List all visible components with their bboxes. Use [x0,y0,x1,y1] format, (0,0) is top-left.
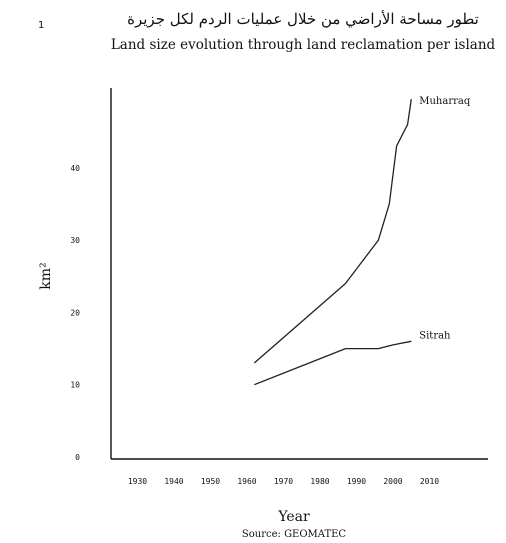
series-labels: Muharraq Sitrah [419,96,471,341]
y-tick-label: 30 [70,236,80,245]
x-tick-labels: 1930 1940 1950 1960 1970 1980 1990 2000 2010 [128,477,439,486]
x-tick-label: 1980 [310,477,329,486]
x-tick-label: 1970 [274,477,293,486]
series-label-muharraq: Muharraq [419,96,471,107]
y-tick-labels: 0 10 20 30 40 [70,164,80,462]
y-tick-label: 10 [70,381,80,390]
x-tick-label: 2000 [383,477,402,486]
x-axis-label: Year [277,509,310,525]
x-tick-label: 1990 [347,477,366,486]
chart-title-arabic: تطور مساحة الأراضي من خلال عمليات الردم … [127,10,479,28]
source-note: Source: GEOMATEC [242,529,347,540]
x-tick-label: 2010 [420,477,439,486]
series-line-muharraq [253,99,412,364]
y-tick-label: 40 [70,164,80,173]
chart-title: Land size evolution through land reclama… [111,37,496,53]
corner-mark: 1 [38,20,44,31]
series-label-sitrah: Sitrah [419,330,451,341]
x-tick-label: 1940 [164,477,183,486]
y-tick-label: 0 [75,453,80,462]
series-lines [253,99,412,386]
x-tick-label: 1950 [201,477,220,486]
x-tick-label: 1930 [128,477,147,486]
series-line-sitrah [254,340,412,386]
y-axis-label: km² [38,262,54,289]
y-tick-label: 20 [70,308,80,317]
x-tick-label: 1960 [237,477,256,486]
